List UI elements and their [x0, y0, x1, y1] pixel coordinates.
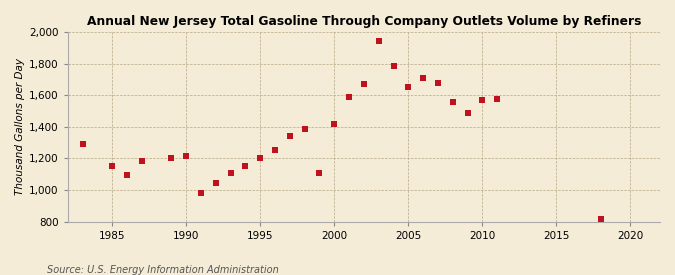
Point	[270, 148, 281, 152]
Point	[166, 155, 177, 160]
Point	[181, 154, 192, 158]
Point	[492, 97, 503, 101]
Point	[77, 142, 88, 146]
Point	[595, 216, 606, 221]
Point	[344, 95, 354, 99]
Point	[107, 164, 117, 169]
Point	[462, 110, 473, 115]
Point	[477, 98, 488, 102]
Point	[255, 155, 266, 160]
Point	[358, 82, 369, 86]
Point	[240, 164, 251, 169]
Point	[448, 100, 458, 104]
Point	[122, 173, 132, 177]
Point	[433, 81, 443, 86]
Point	[418, 76, 429, 80]
Point	[211, 181, 221, 185]
Point	[225, 170, 236, 175]
Point	[329, 122, 340, 127]
Text: Source: U.S. Energy Information Administration: Source: U.S. Energy Information Administ…	[47, 265, 279, 275]
Point	[284, 133, 295, 138]
Y-axis label: Thousand Gallons per Day: Thousand Gallons per Day	[15, 58, 25, 195]
Point	[373, 39, 384, 44]
Title: Annual New Jersey Total Gasoline Through Company Outlets Volume by Refiners: Annual New Jersey Total Gasoline Through…	[86, 15, 641, 28]
Point	[136, 159, 147, 163]
Point	[388, 64, 399, 68]
Point	[403, 85, 414, 89]
Point	[299, 127, 310, 131]
Point	[196, 191, 207, 196]
Point	[314, 171, 325, 176]
